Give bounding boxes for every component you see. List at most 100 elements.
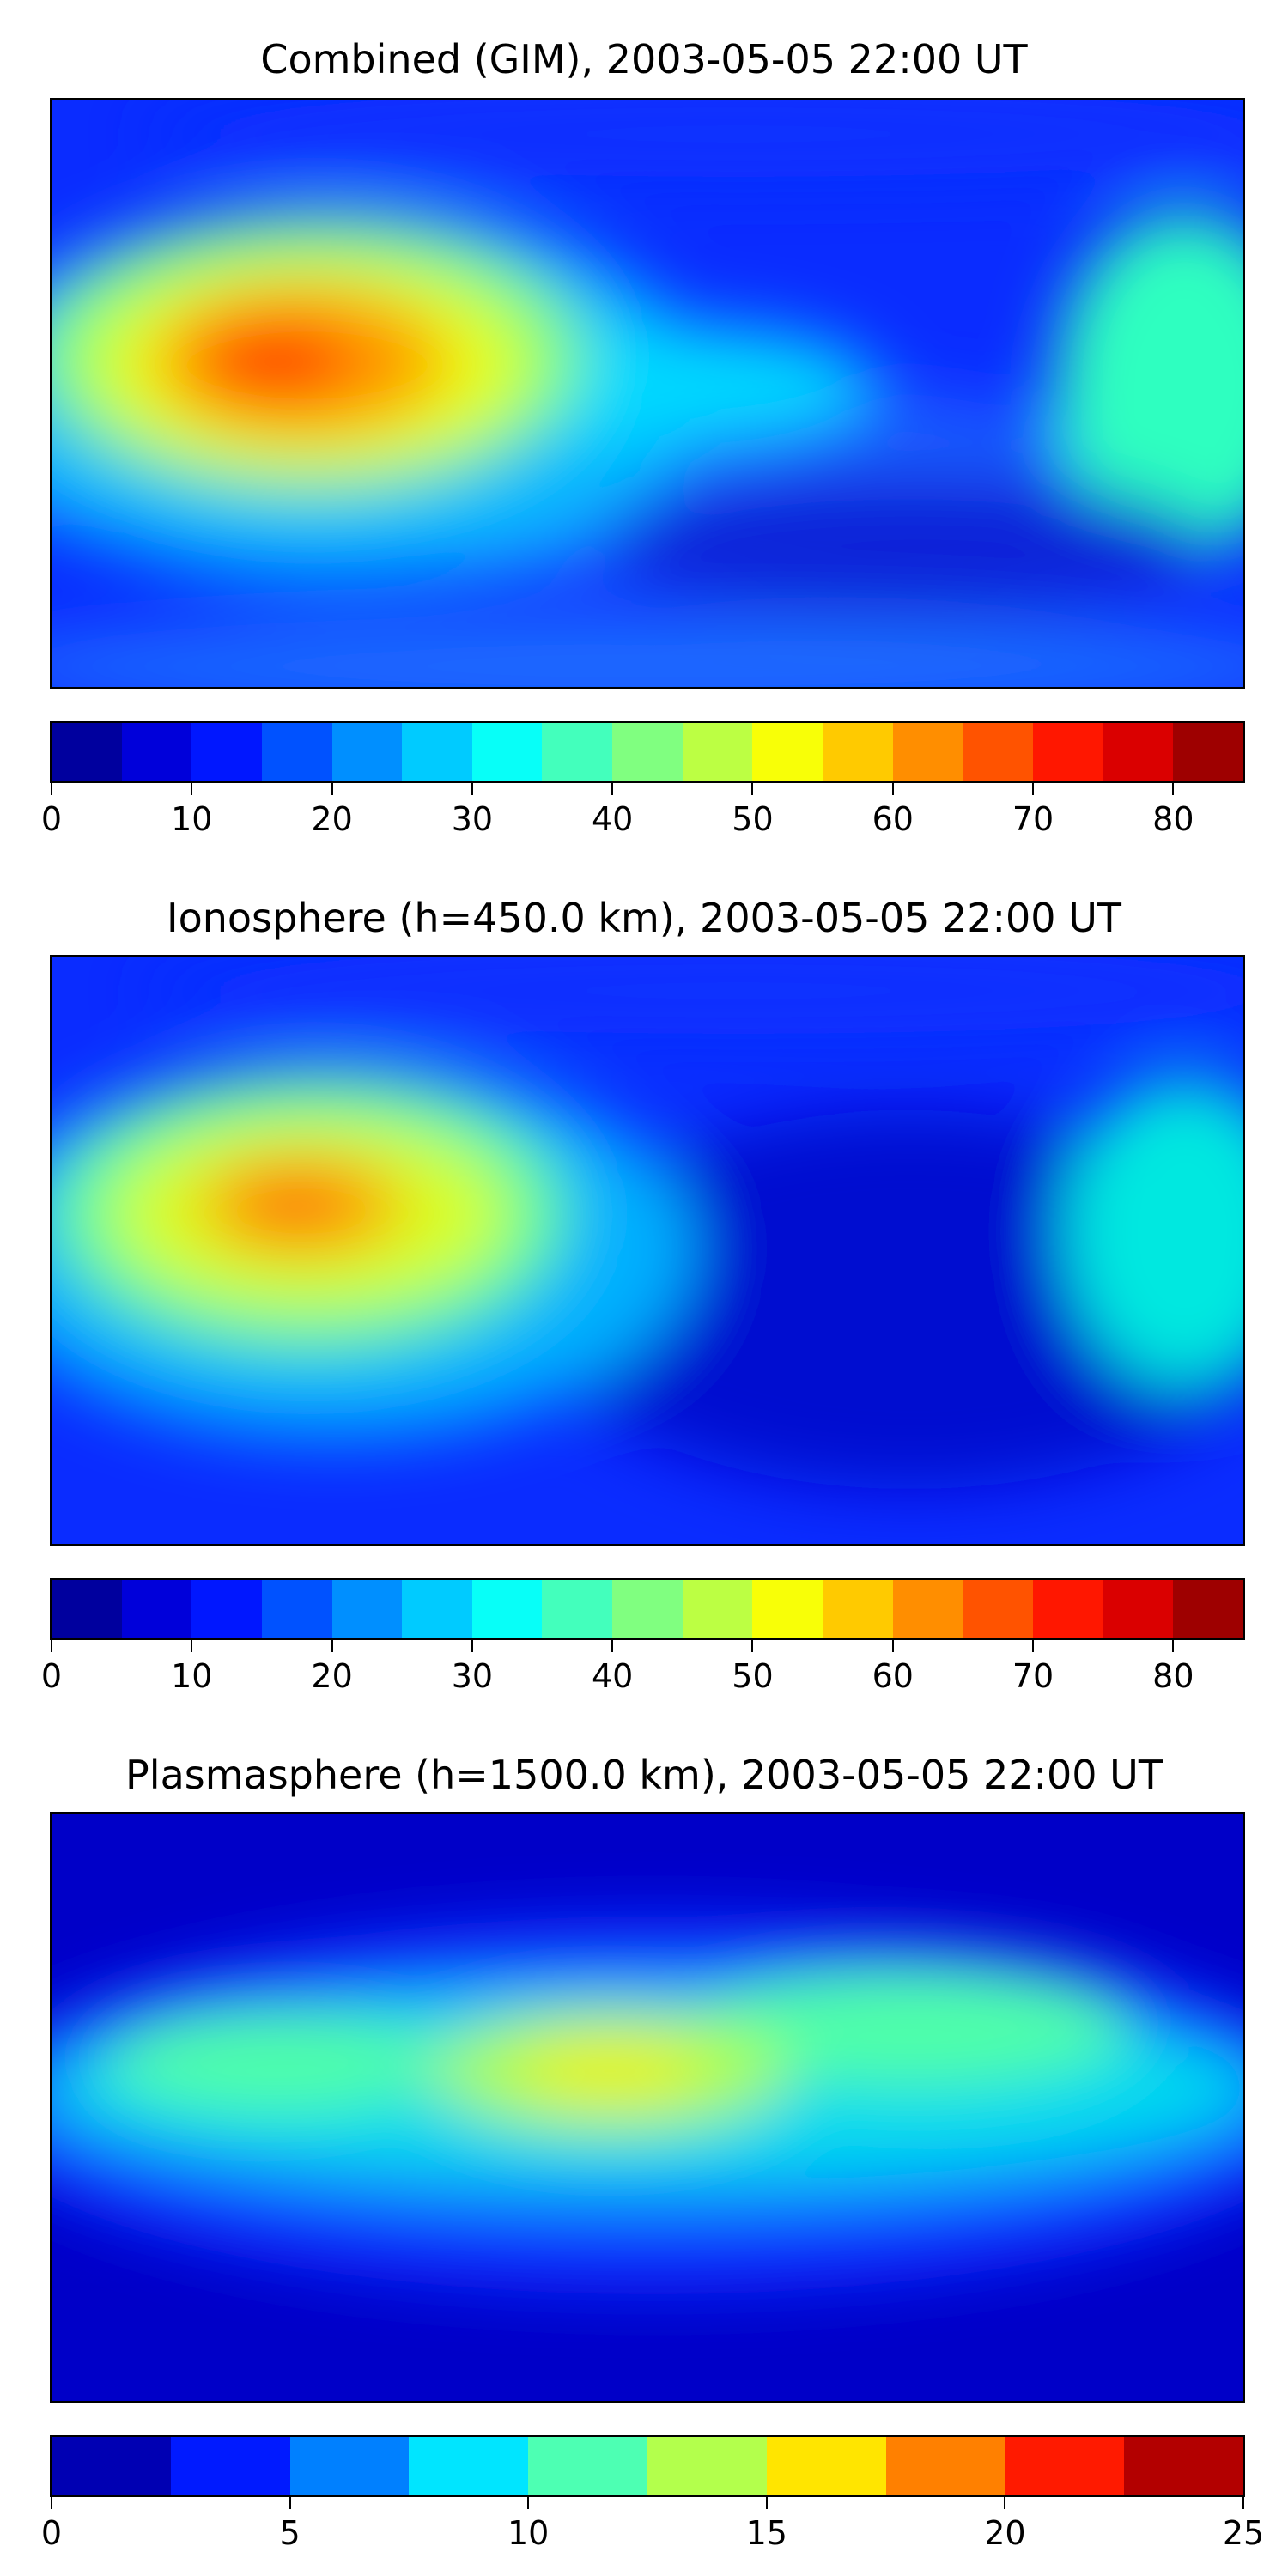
panel-title-combined: Combined (GIM), 2003-05-05 22:00 UT [260,36,1028,82]
colorbar-segment [52,1580,122,1638]
colorbar-segment [885,2437,1005,2495]
colorbar-tick [1172,1640,1175,1652]
colorbar-tick [331,1640,333,1652]
colorbar-tick-label: 70 [1012,1657,1054,1695]
colorbar-tick-label: 50 [732,1657,774,1695]
colorbar-segment [766,2437,886,2495]
colorbar-segment [261,723,332,781]
colorbar-tick [1004,2497,1006,2509]
colorbar-tick [765,2497,768,2509]
colorbar-segment [1032,723,1103,781]
colorbar-segment [542,1580,613,1638]
colorbar-segment [528,2437,647,2495]
colorbar-segment [1173,723,1243,781]
colorbar-tick-label: 5 [279,2514,301,2552]
colorbar-tick [1172,783,1175,795]
colorbar-segment [402,723,472,781]
colorbar-tick [751,783,754,795]
colorbar-segment [261,1580,332,1638]
colorbar-tick-label: 10 [171,800,213,838]
colorbar-segment [823,723,893,781]
colorbar-tick-label: 10 [171,1657,213,1695]
colorbar-segment [52,723,122,781]
colorbar-tick [611,1640,614,1652]
colorbar-segment [682,1580,753,1638]
colorbar-segment [52,2437,171,2495]
colorbar-segment [331,723,403,781]
colorbar-segment [191,1580,262,1638]
colorbar-segment [121,723,192,781]
colorbar-segment [963,1580,1033,1638]
colorbar-tick [891,1640,894,1652]
colorbar-segment [1005,2437,1125,2495]
colorbar-tick [471,1640,473,1652]
colorbar-segment [892,1580,963,1638]
colorbar-tick [471,783,473,795]
colorbar-tick [191,1640,193,1652]
tec-map-ionosphere [52,957,1243,1544]
colorbar-tick-label: 20 [984,2514,1026,2552]
colorbar-segment [1032,1580,1103,1638]
colorbar-segment [402,1580,472,1638]
colorbar-segment [752,1580,823,1638]
colorbar-tick [289,2497,291,2509]
colorbar-tick-label: 40 [591,800,634,838]
colorbar-segment [471,723,543,781]
colorbar-segment [682,723,753,781]
colorbar-tick [51,783,52,795]
colorbar-segment [331,1580,403,1638]
colorbar-segment [121,1580,192,1638]
colorbar-segment [409,2437,529,2495]
colorbar-segment [1103,723,1174,781]
colorbar-segment [542,723,613,781]
colorbar-segment [823,1580,893,1638]
colorbar-tick-label: 20 [311,1657,353,1695]
tec-map-combined [52,100,1243,687]
colorbar-segment [170,2437,290,2495]
colorbar-tick [527,2497,530,2509]
colorbar-tick-label: 0 [40,1657,63,1695]
colorbar-tick [891,783,894,795]
colorbar-tick [751,1640,754,1652]
colorbar-tick-label: 70 [1012,800,1054,838]
colorbar-plasmasphere [50,2435,1245,2497]
colorbar-tick [611,783,614,795]
colorbar-tick [331,783,333,795]
colorbar-tick-label: 60 [872,1657,914,1695]
colorbar-segment [1173,1580,1243,1638]
colorbar-tick [1242,2497,1244,2509]
colorbar-segment [612,1580,683,1638]
colorbar-tick-label: 80 [1152,1657,1194,1695]
map-plasmasphere [50,1812,1245,2403]
colorbar-segment [963,723,1033,781]
colorbar-tick-label: 30 [451,1657,494,1695]
colorbar-tick-label: 40 [591,1657,634,1695]
colorbar-tick-label: 60 [872,800,914,838]
colorbar-tick-label: 30 [451,800,494,838]
colorbar-tick [51,2497,52,2509]
colorbar-tick [1032,783,1035,795]
colorbar-tick [191,783,193,795]
colorbar-combined [50,721,1245,783]
map-ionosphere [50,955,1245,1546]
colorbar-tick [51,1640,52,1652]
colorbar-segment [191,723,262,781]
colorbar-segment [612,723,683,781]
colorbar-tick-label: 50 [732,800,774,838]
colorbar-segment [752,723,823,781]
panel-title-ionosphere: Ionosphere (h=450.0 km), 2003-05-05 22:0… [167,895,1121,941]
colorbar-segment [1103,1580,1174,1638]
panel-title-plasmasphere: Plasmasphere (h=1500.0 km), 2003-05-05 2… [125,1752,1163,1798]
colorbar-tick-label: 15 [745,2514,787,2552]
colorbar-tick-label: 25 [1222,2514,1265,2552]
colorbar-ticks-plasmasphere: 0 5 10 15 20 25 [41,2497,1264,2557]
colorbar-segment [892,723,963,781]
colorbar-tick [1032,1640,1035,1652]
colorbar-segment [647,2437,767,2495]
colorbar-tick-label: 0 [40,800,63,838]
colorbar-ticks-combined: 0 10 20 30 40 50 60 70 80 [41,783,1243,843]
colorbar-tick-label: 20 [311,800,353,838]
colorbar-tick-label: 10 [507,2514,550,2552]
colorbar-segment [289,2437,410,2495]
colorbar-tick-label: 0 [40,2514,63,2552]
